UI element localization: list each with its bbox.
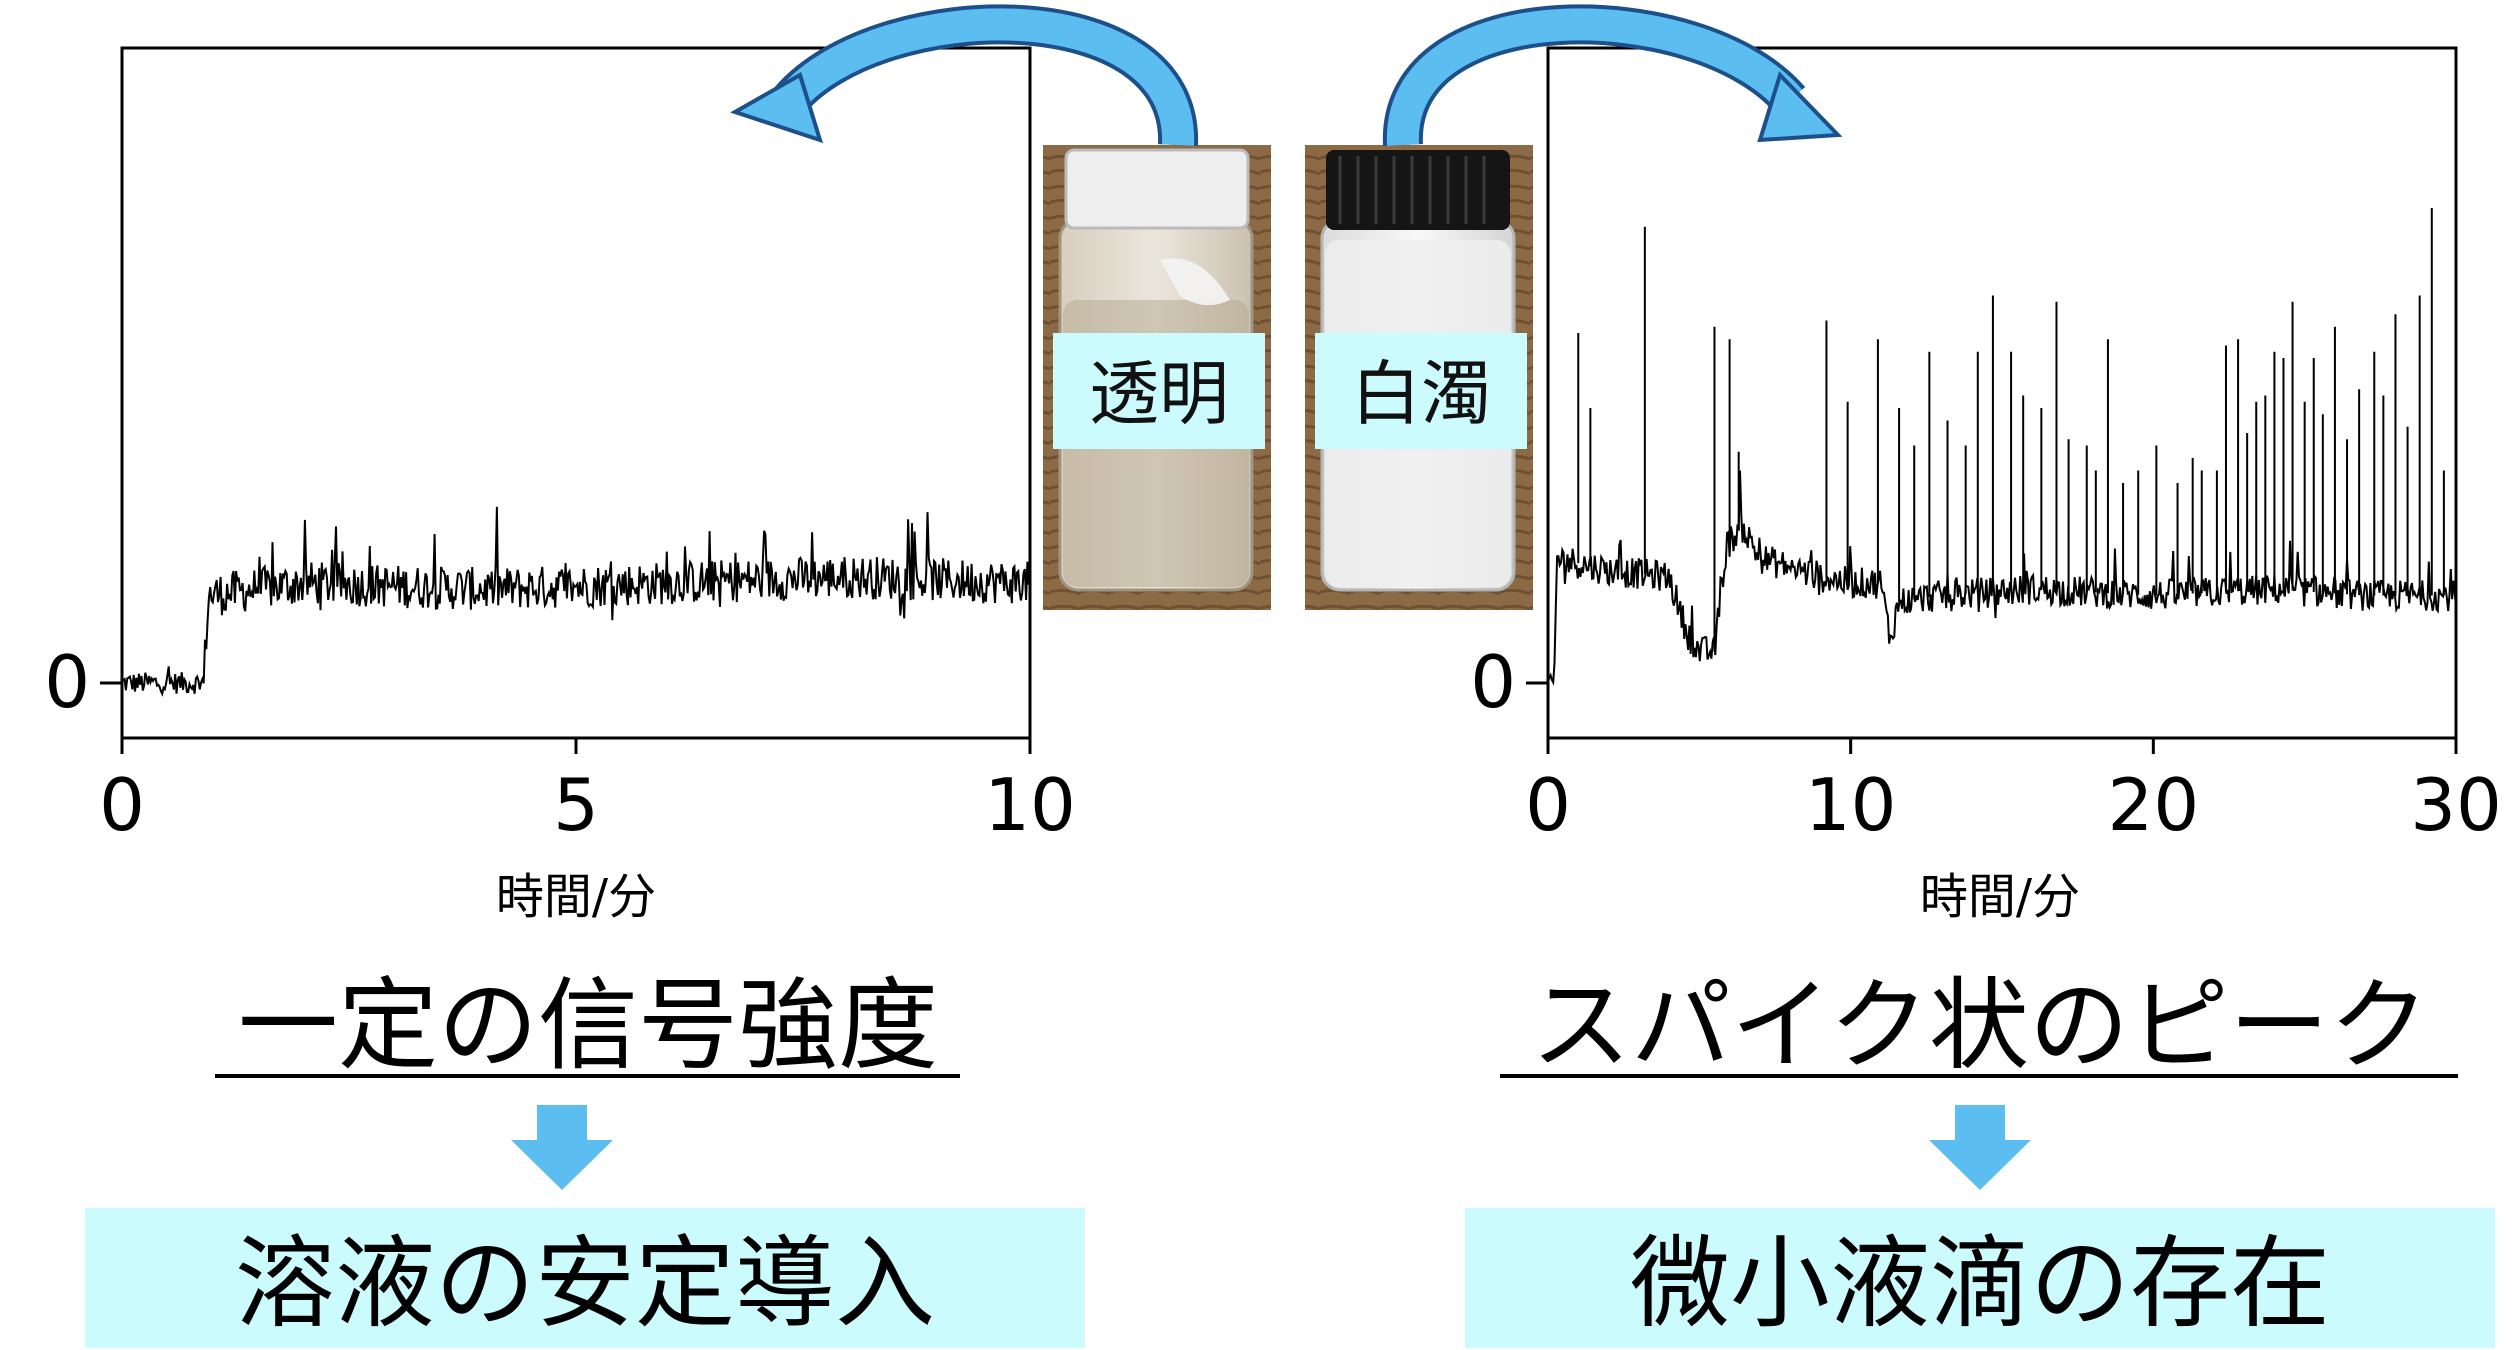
- right-y-ticks: 0: [1470, 640, 1548, 724]
- left-x-ticks: 0 5 10: [99, 738, 1076, 847]
- right-x-ticks: 0 10 20 30: [1525, 738, 2502, 847]
- x-tick-label: 0: [99, 763, 145, 847]
- left-heading: 一定の信号強度: [238, 967, 938, 1084]
- right-result: 微小液滴の存在: [1630, 1225, 2330, 1342]
- x-tick-label: 20: [2108, 763, 2200, 847]
- x-tick-label: 30: [2410, 763, 2502, 847]
- right-conclusion: スパイク状のピーク 微小液滴の存在: [1465, 967, 2495, 1348]
- left-y-ticks: 0: [44, 640, 122, 724]
- right-signal-trace: [1547, 470, 2457, 687]
- left-result-box: [85, 1208, 1085, 1348]
- right-x-axis-label: 時間/分: [1920, 869, 2080, 925]
- cloudy-vial-photo: 白濁: [1305, 145, 1533, 610]
- right-result-box: [1465, 1208, 2495, 1348]
- y-tick-label: 0: [1470, 640, 1516, 724]
- left-x-axis-label: 時間/分: [496, 869, 656, 925]
- left-conclusion: 一定の信号強度 溶液の安定導入: [85, 967, 1085, 1348]
- x-tick-label: 0: [1525, 763, 1571, 847]
- cloudy-label: 白濁: [1351, 353, 1491, 435]
- right-down-arrow: [1929, 1105, 2031, 1190]
- curved-arrow-to-right-chart: [1382, 4, 1843, 146]
- left-down-arrow: [511, 1105, 613, 1190]
- clear-vial-photo: 透明: [1043, 145, 1271, 610]
- clear-label: 透明: [1089, 353, 1229, 435]
- y-tick-label: 0: [44, 640, 90, 724]
- x-tick-label: 5: [553, 763, 599, 847]
- clear-label-box: [1053, 333, 1265, 449]
- left-chart: 0 5 10 0 時間/分: [44, 46, 1076, 925]
- right-chart: 0 10 20 30 0 時間/分: [1470, 46, 2502, 925]
- right-plot-frame: [1546, 46, 2458, 740]
- right-heading: スパイク状のピーク: [1531, 967, 2429, 1084]
- right-spike-group: [1577, 208, 2445, 652]
- clear-vial-cap: [1064, 148, 1250, 230]
- x-tick-label: 10: [1805, 763, 1897, 847]
- left-plot-frame: [120, 46, 1032, 740]
- cloudy-vial-cap: [1326, 150, 1510, 230]
- curved-arrow-to-left-chart: [730, 4, 1199, 146]
- cloudy-label-box: [1315, 333, 1527, 449]
- left-signal-trace: [121, 506, 1031, 697]
- left-result: 溶液の安定導入: [235, 1225, 935, 1342]
- x-tick-label: 10: [984, 763, 1076, 847]
